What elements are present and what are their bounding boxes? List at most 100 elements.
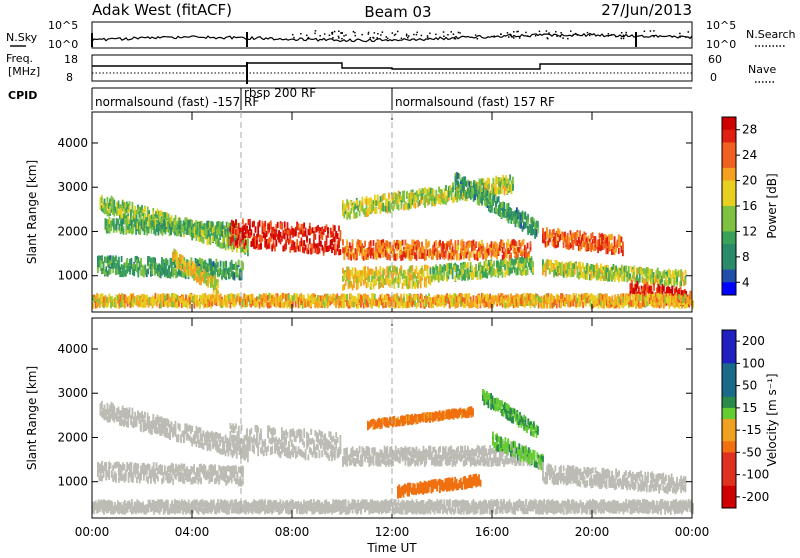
freq-label: Freq. (6, 52, 33, 65)
x-tick-label: 00:00 (675, 525, 710, 539)
nsearch-dot (560, 36, 562, 38)
nsearch-dot (387, 38, 389, 40)
nave-tick-bottom: 0 (710, 71, 717, 84)
power-colorbar-swatch (722, 231, 736, 244)
velocity-ytick-label: 3000 (57, 386, 88, 400)
power-colorbar-swatch (722, 244, 736, 257)
nsearch-dot (331, 32, 333, 34)
nsearch-dot (451, 31, 453, 32)
nsearch-dot (338, 36, 340, 38)
nsky-label: N.Sky (6, 31, 38, 44)
nsearch-dot (306, 35, 308, 37)
nsearch-dot (435, 34, 437, 36)
nsearch-dot (653, 30, 655, 32)
nsearch-dot (608, 33, 610, 35)
power-colorbar-swatch (722, 117, 736, 130)
nsearch-dot (555, 31, 557, 33)
nsearch-dot (546, 30, 548, 32)
nsearch-dot (608, 35, 610, 37)
nsearch-dot (368, 33, 370, 35)
station-title: Adak West (fitACF) (92, 1, 232, 19)
power-colorbar-swatch (722, 257, 736, 270)
freq-unit-label: [MHz] (8, 65, 40, 78)
freq-panel: Freq. [MHz] 18 8 60 0 Nave (6, 52, 776, 84)
power-colorbar-swatch (722, 282, 736, 295)
nsearch-dot (392, 32, 394, 34)
velocity-colorbar-tick: 50 (742, 379, 757, 393)
power-colorbar-swatch (722, 219, 736, 232)
nsearch-dot (615, 36, 617, 38)
nsearch-dot (562, 37, 564, 39)
nave-label: Nave (748, 63, 776, 76)
power-colorbar-tick: 20 (742, 174, 757, 188)
nsearch-dot (525, 32, 527, 34)
velocity-colorbar-tick: -15 (742, 423, 762, 437)
freq-trace (92, 63, 692, 69)
nsearch-dot (621, 38, 623, 40)
nsearch-dot (329, 35, 331, 37)
nsearch-dot (447, 34, 449, 36)
nsearch-dot (519, 37, 521, 39)
nsearch-dot (380, 34, 382, 36)
nsearch-dot (517, 31, 519, 33)
velocity-ytick-label: 2000 (57, 430, 88, 444)
x-tick-label: 20:00 (575, 525, 610, 539)
nsearch-dot (475, 34, 477, 36)
nsearch-dot (560, 32, 562, 34)
nsearch-dot (650, 30, 652, 32)
x-tick-label: 00:00 (75, 525, 110, 539)
x-tick-label: 08:00 (275, 525, 310, 539)
nsearch-dot (382, 31, 384, 33)
power-colorbar-swatch (722, 181, 736, 194)
nsearch-dot (332, 33, 334, 35)
nsearch-dot (510, 34, 512, 36)
nsearch-dot (374, 32, 376, 34)
velocity-colorbar-tick: 200 (742, 334, 765, 348)
velocity-colorbar-swatch (722, 486, 736, 498)
nsearch-dot (377, 33, 379, 35)
nsearch-dot (500, 33, 502, 35)
nsearch-dot (386, 36, 388, 38)
cpid-segment-1: normalsound (fast) -157 RF (95, 95, 259, 109)
nsky-trace (92, 30, 692, 47)
nsearch-dot (567, 38, 569, 40)
x-tick-label: 12:00 (375, 525, 410, 539)
nsearch-dot (458, 32, 460, 34)
nsearch-dot (427, 37, 429, 39)
velocity-colorbar-swatch (722, 419, 736, 431)
nsearch-dot (688, 31, 690, 33)
nsearch-dot (353, 31, 355, 33)
velocity-colorbar-swatch (722, 397, 736, 409)
power-colorbar-label: Power [dB] (765, 173, 779, 238)
nsearch-dot (315, 30, 317, 32)
date-title: 27/Jun/2013 (601, 1, 692, 19)
nsearch-dot (494, 35, 496, 37)
power-colorbar-swatch (722, 168, 736, 181)
velocity-ytick-label: 4000 (57, 342, 88, 356)
power-colorbar-tick: 16 (742, 199, 757, 213)
nsearch-dot (679, 33, 681, 35)
nsearch-dot (406, 34, 408, 36)
velocity-colorbar-swatch (722, 363, 736, 375)
nsearch-dot (406, 35, 408, 37)
nsearch-dot (513, 37, 515, 39)
nsearch-label: N.Search (746, 28, 796, 41)
nsearch-dot (539, 31, 541, 32)
nsearch-tick-bottom: 10^0 (706, 38, 736, 51)
nsearch-dot (577, 34, 579, 36)
nsearch-dot (427, 35, 429, 37)
velocity-colorbar-tick: 100 (742, 356, 765, 370)
nsearch-dot (535, 35, 537, 37)
nsearch-dot (338, 31, 340, 33)
power-colorbar-tick: 24 (742, 148, 757, 162)
nsearch-dot (368, 32, 370, 34)
nsearch-dot (556, 36, 558, 38)
beam-title: Beam 03 (364, 3, 431, 21)
velocity-colorbar-tick: -50 (742, 445, 762, 459)
velocity-colorbar-swatch (722, 375, 736, 387)
nsearch-dot (587, 32, 589, 34)
velocity-colorbar-swatch (722, 352, 736, 364)
nsearch-dot (345, 34, 347, 36)
